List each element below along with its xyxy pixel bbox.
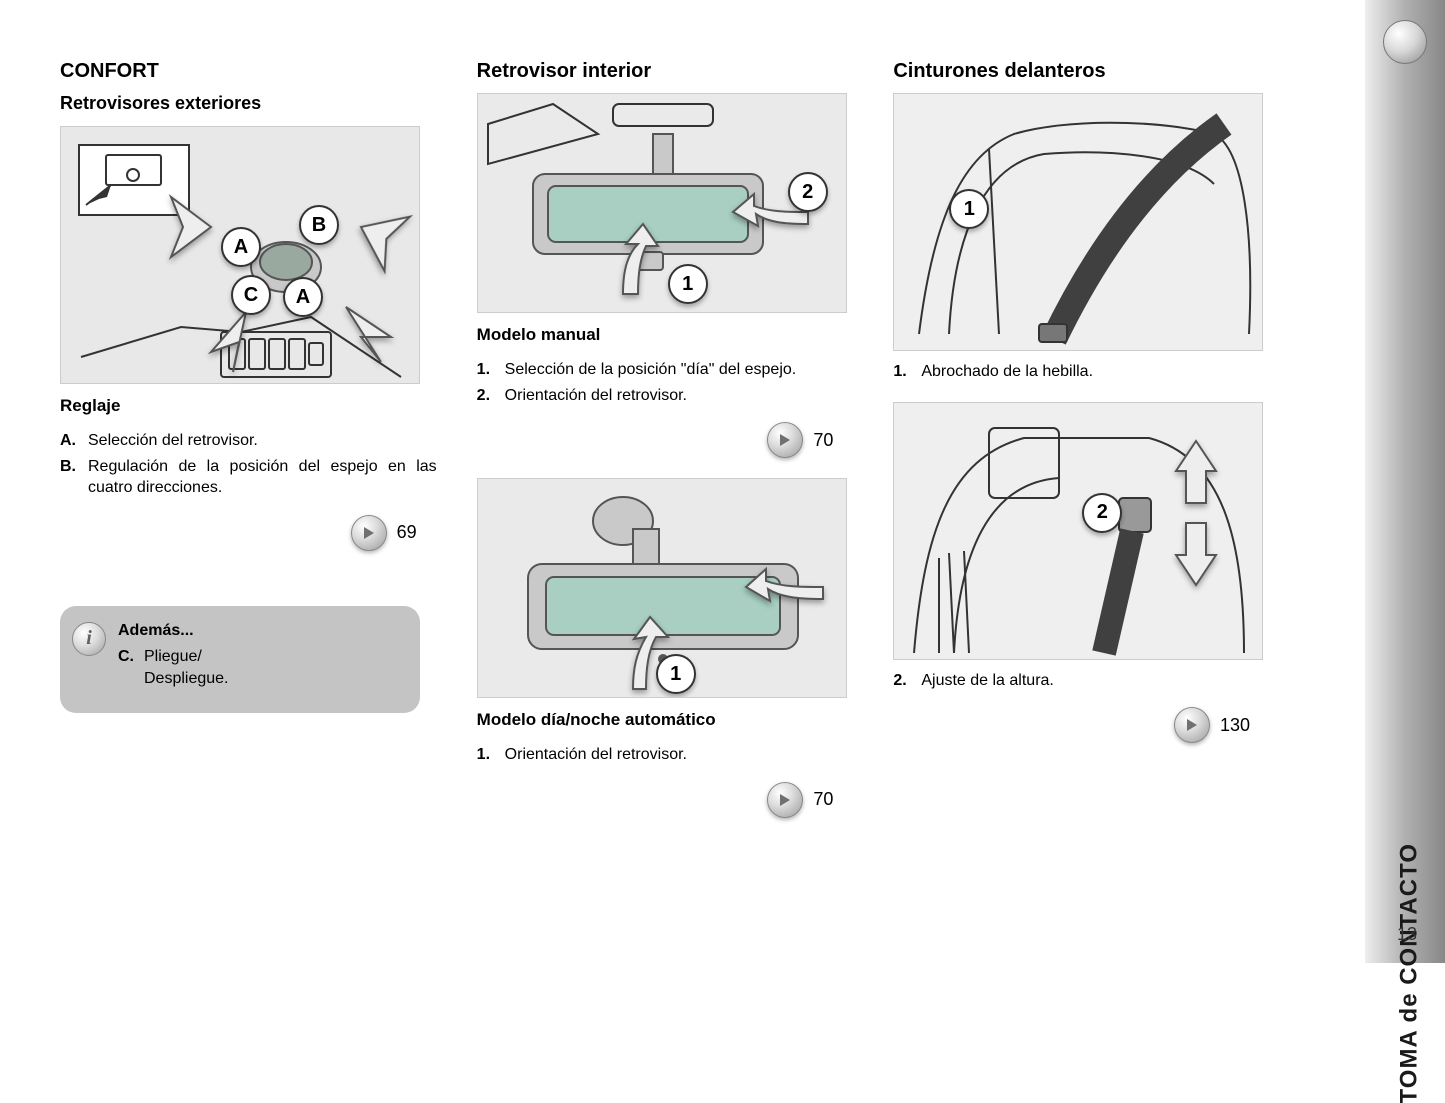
list-belt-2: 2. Ajuste de la altura. [893,670,1270,696]
item-marker: 2. [893,670,921,692]
item-marker: B. [60,456,88,499]
list-auto: 1. Orientación del retrovisor. [477,744,854,770]
page-ref-70b: 70 [767,782,833,818]
page-ref-number: 70 [813,789,833,810]
info-row: Despliegue. [118,668,400,690]
figure-seatbelt-height: 2 [893,402,1263,660]
page-ref-number: 70 [813,430,833,451]
info-text-2: Despliegue. [144,668,229,690]
list-manual: 1. Selección de la posición "día" del es… [477,359,854,410]
item-text: Orientación del retrovisor. [505,385,854,407]
item-text: Abrochado de la hebilla. [921,361,1270,383]
caption-reglaje: Reglaje [60,396,437,416]
item-text: Ajuste de la altura. [921,670,1270,692]
info-box-ademas: i Además... C. Pliegue/ Despliegue. [60,606,420,713]
sidebar-corner-icon [1383,20,1427,64]
list-item: 1. Selección de la posición "día" del es… [477,359,854,381]
item-marker: 1. [477,359,505,381]
chevron-right-icon [1185,718,1199,732]
sidebar-label: TOMA de CONTACTO [1395,843,1423,1103]
page-content: CONFORT Retrovisores exteriores [60,60,1270,818]
list-item: 2. Orientación del retrovisor. [477,385,854,407]
page-ref-button[interactable] [767,422,803,458]
page-ref-number: 69 [397,522,417,543]
title-cinturones: Cinturones delanteros [893,60,1270,83]
item-marker: A. [60,430,88,452]
info-text-1: Pliegue/ [144,646,202,668]
item-text: Selección del retrovisor. [88,430,437,452]
item-text: Regulación de la posición del espejo en … [88,456,437,499]
figure-mirror-auto: 1 [477,478,847,698]
title-confort: CONFORT [60,60,437,83]
seatbelt-height-illustration [894,403,1263,660]
info-title: Además... [118,622,400,640]
info-marker: C. [118,646,144,668]
callout-A-1: A [221,227,261,267]
page-ref-button[interactable] [767,782,803,818]
item-text: Selección de la posición "día" del espej… [505,359,854,381]
info-row: C. Pliegue/ [118,646,400,668]
caption-modelo-manual: Modelo manual [477,325,854,345]
page-number: 13 [1397,924,1417,945]
callout-A-2: A [283,277,323,317]
item-marker: 2. [477,385,505,407]
list-item: B. Regulación de la posición del espejo … [60,456,437,499]
figure-seatbelt-buckle: 1 [893,93,1263,351]
list-item: A. Selección del retrovisor. [60,430,437,452]
callout-C: C [231,275,271,315]
item-marker: 1. [477,744,505,766]
info-spacer [118,668,144,690]
list-item: 1. Orientación del retrovisor. [477,744,854,766]
page-ref-69: 69 [351,515,417,551]
subtitle-retrovisores-exteriores: Retrovisores exteriores [60,93,437,114]
callout-B: B [299,205,339,245]
column-retrovisor-interior: Retrovisor interior 1 2 Modelo manual [477,60,854,818]
chevron-right-icon [778,433,792,447]
info-icon: i [72,622,106,656]
list-item: 2. Ajuste de la altura. [893,670,1270,692]
item-text: Orientación del retrovisor. [505,744,854,766]
list-item: 1. Abrochado de la hebilla. [893,361,1270,383]
sidebar: TOMA de CONTACTO 13 [1365,0,1445,963]
page-ref-button[interactable] [351,515,387,551]
seatbelt-buckle-illustration [894,94,1263,351]
page-ref-number: 130 [1220,715,1250,736]
chevron-right-icon [362,526,376,540]
page-ref-130: 130 [1174,707,1250,743]
callout-2-manual: 2 [788,172,828,212]
column-confort: CONFORT Retrovisores exteriores [60,60,437,818]
page-ref-70a: 70 [767,422,833,458]
column-cinturones: Cinturones delanteros 1 1. Abrochado de … [893,60,1270,818]
caption-modelo-auto: Modelo día/noche automático [477,710,854,730]
callout-2-belt: 2 [1082,493,1122,533]
chevron-right-icon [778,793,792,807]
callout-1-auto: 1 [656,654,696,694]
figure-exterior-mirrors: A B C A [60,126,420,384]
list-reglaje: A. Selección del retrovisor. B. Regulaci… [60,430,437,503]
figure-mirror-manual: 1 2 [477,93,847,313]
page-ref-button[interactable] [1174,707,1210,743]
list-belt-1: 1. Abrochado de la hebilla. [893,361,1270,387]
callout-1-manual: 1 [668,264,708,304]
title-retrovisor-interior: Retrovisor interior [477,60,854,83]
item-marker: 1. [893,361,921,383]
